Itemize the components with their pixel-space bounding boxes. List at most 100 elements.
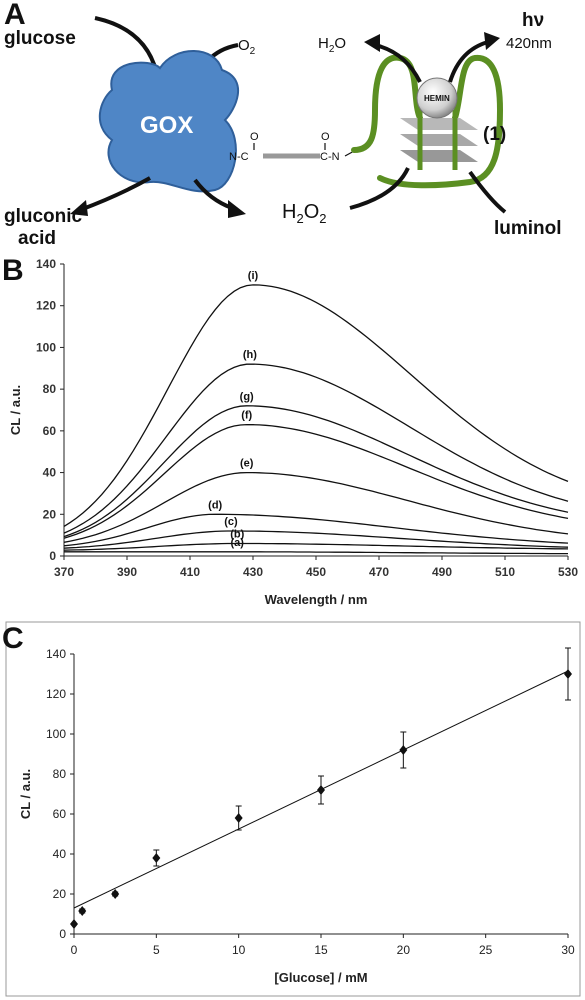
h2o2-out-arrowhead (228, 200, 246, 218)
chart-b-y-tick-label: 20 (43, 507, 57, 521)
h2o-label: H2O (318, 35, 346, 55)
chart-b-y-axis-title: CL / a.u. (8, 385, 23, 435)
gluconic-label-1: gluconic (4, 206, 83, 227)
linker-left-o: O (250, 131, 259, 143)
chart-b-series-line (64, 551, 568, 555)
gox-enzyme-blob (98, 50, 240, 193)
g-quartet-plane-2 (400, 134, 478, 146)
chart-b-series-line (63, 423, 569, 539)
chart-b-y-tick-label: 140 (36, 257, 56, 271)
chart-c: 0 20 40 60 80 100 120 140 0 5 10 15 20 25 30 [Glucose] … (18, 647, 575, 985)
hv-arrowhead (484, 32, 500, 50)
h2o2-in-arrow (349, 167, 410, 210)
chart-c-data-point (111, 889, 120, 899)
gluconic-arrow (79, 176, 151, 212)
chart-c-x-tick-label: 15 (314, 943, 328, 957)
gluconic-label-2: acid (18, 228, 56, 249)
chart-b-series-label: (h) (243, 349, 257, 361)
chart-b-series-line (63, 471, 569, 543)
chart-c-y-tick-label: 120 (46, 687, 66, 701)
chart-c-y-tick-label: 40 (53, 847, 67, 861)
panel-c-frame (5, 621, 581, 997)
chart-b-series-line (63, 513, 569, 547)
chart-c-x-tick-label: 10 (232, 943, 246, 957)
chart-c-y-tick-label: 20 (53, 887, 67, 901)
dna-strand (351, 54, 504, 189)
panel-a: A glucose O2 GOX gluconic acid N-C O C-N… (4, 0, 562, 249)
chart-b: 0 20 40 60 80 100 120 140 370 390 410 430 450 470 490 5… (8, 257, 578, 607)
g-quartet-plane-3 (400, 150, 478, 162)
chart-b-series-label: (b) (230, 528, 244, 540)
panel-b: B 0 20 40 60 80 100 120 140 370 390 410 430 450 470 49… (2, 254, 578, 607)
chart-c-x-tick-label: 20 (397, 943, 411, 957)
chart-c-data-point (78, 906, 87, 916)
chart-c-data-point (399, 745, 408, 755)
glucose-label: glucose (4, 28, 76, 49)
chart-b-series-label: (g) (240, 391, 254, 403)
luminol-label: luminol (494, 218, 562, 239)
chart-c-x-axis-title: [Glucose] / mM (274, 970, 367, 985)
chart-b-y-tick-label: 40 (43, 466, 57, 480)
linker-right-o: O (321, 131, 330, 143)
chart-b-series-label: (i) (248, 270, 259, 282)
chart-c-y-tick-label: 80 (53, 767, 67, 781)
chart-b-x-tick-label: 450 (306, 565, 326, 579)
chart-b-series-line (63, 284, 569, 527)
linker-right-label: C-N (320, 151, 340, 163)
chart-c-y-tick-label: 100 (46, 727, 66, 741)
chart-b-series-line (63, 530, 569, 549)
chart-b-x-axis-title: Wavelength / nm (265, 592, 368, 607)
chart-b-y-tick-label: 80 (43, 382, 57, 396)
chart-c-y-tick-label: 60 (53, 807, 67, 821)
hv-label: hν (522, 10, 544, 31)
chart-b-y-tick-label: 0 (49, 549, 56, 563)
chart-b-series-label: (f) (241, 410, 252, 422)
chart-b-x-tick-label: 490 (432, 565, 452, 579)
chart-c-data-point (234, 813, 243, 823)
chart-b-y-tick-label: 60 (43, 424, 57, 438)
chart-c-data-point (70, 919, 78, 929)
wavelength-label: 420nm (506, 35, 552, 52)
chart-b-y-tick-label: 120 (36, 299, 56, 313)
chart-b-x-tick-label: 370 (54, 565, 74, 579)
chart-c-x-tick-label: 30 (561, 943, 575, 957)
o2-label: O2 (238, 37, 256, 57)
chart-c-data-point (317, 785, 325, 795)
panel-b-letter: B (2, 254, 24, 287)
chart-b-series-label: (a) (231, 537, 245, 549)
h2o2-label: H2O2 (282, 201, 326, 226)
hv-arrow (448, 40, 489, 83)
hemin-sphere (416, 77, 458, 119)
chart-c-x-tick-label: 25 (479, 943, 493, 957)
chart-c-y-tick-label: 140 (46, 647, 66, 661)
chart-b-series-label: (d) (208, 499, 222, 511)
chart-b-x-tick-label: 470 (369, 565, 389, 579)
g-quartet-plane-1 (400, 118, 478, 130)
chart-c-x-tick-label: 5 (153, 943, 160, 957)
chart-b-series-line (63, 363, 569, 534)
chart-b-series-label: (e) (240, 458, 254, 470)
chart-b-x-tick-label: 390 (117, 565, 137, 579)
linker-left-label: N-C (229, 151, 249, 163)
chart-c-y-axis-title: CL / a.u. (18, 769, 33, 819)
chart-c-y-tick-label: 0 (59, 927, 66, 941)
panel-a-letter: A (4, 0, 26, 31)
chart-b-y-tick-label: 100 (36, 340, 56, 354)
chart-b-x-tick-label: 510 (495, 565, 515, 579)
panel-c: C 0 20 40 60 80 100 120 140 0 5 10 15 20 25 30 [Glucose… (2, 621, 581, 997)
chart-b-series-line (63, 542, 569, 551)
chart-c-x-tick-label: 0 (71, 943, 78, 957)
chart-c-data-point (564, 669, 572, 679)
chart-b-x-tick-label: 410 (180, 565, 200, 579)
gox-label: GOX (140, 112, 193, 139)
chart-b-x-tick-label: 530 (558, 565, 578, 579)
panel-c-letter: C (2, 622, 24, 655)
chart-b-series-label: (c) (224, 516, 238, 528)
chart-b-series-line (63, 405, 569, 538)
h2o-arrowhead (364, 34, 380, 52)
chart-b-x-tick-label: 430 (243, 565, 263, 579)
gluconic-arrowhead (70, 200, 88, 216)
chart-c-data-point (152, 853, 161, 863)
hemin-label: HEMIN (424, 94, 450, 103)
